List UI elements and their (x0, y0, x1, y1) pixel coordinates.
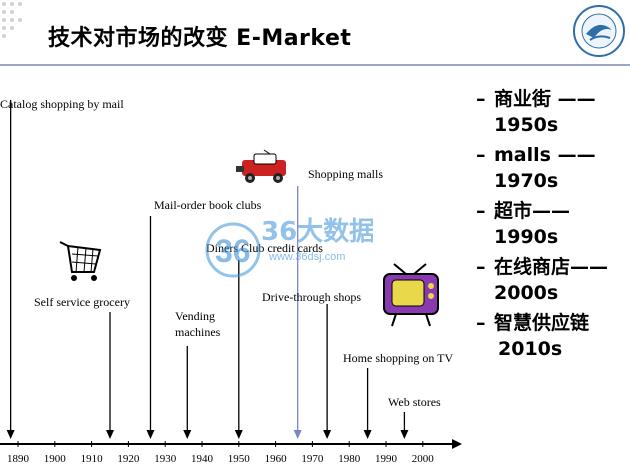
axis-tick-label: 1920 (117, 453, 140, 465)
event-label: Shopping malls (308, 167, 383, 181)
event-label: Home shopping on TV (343, 351, 453, 365)
event-label: Web stores (388, 395, 441, 409)
axis-arrowhead (452, 439, 462, 449)
event-label: Vending (175, 309, 215, 323)
bullet-dash: – (476, 144, 486, 166)
event-label: Mail-order book clubs (154, 198, 262, 212)
bullet-dash: – (476, 200, 486, 222)
event-arrowhead (6, 430, 15, 439)
title-divider (0, 64, 630, 66)
axis-tick-label: 1960 (265, 453, 288, 465)
event-arrowhead (400, 430, 409, 439)
shopping-cart-icon (59, 241, 102, 281)
era-decade: 1990s (494, 226, 559, 248)
axis-tick-label: 1900 (44, 453, 67, 465)
axis-tick-label: 1990 (375, 453, 398, 465)
event-label: Drive-through shops (262, 290, 361, 304)
axis-tick-label: 1890 (7, 453, 30, 465)
event-arrowhead (183, 430, 192, 439)
event-arrowhead (146, 430, 155, 439)
university-logo (573, 5, 625, 57)
era-list: – 商业街 —— 1950s – malls —— 1970s – 超市—— 1… (474, 86, 608, 362)
era-decade: 2000s (494, 282, 559, 304)
era-name: 超市—— (494, 200, 571, 222)
axis-tick-label: 1980 (338, 453, 361, 465)
bullet-dash: – (476, 256, 486, 278)
era-decade: 1950s (494, 114, 559, 136)
era-decade: 1970s (494, 170, 559, 192)
event-label: Diners Club credit cards (206, 241, 323, 255)
era-name: 智慧供应链 (494, 312, 590, 334)
era-item: – 商业街 —— 1950s (474, 86, 608, 138)
timeline-chart: Catalog shopping by mail Self service gro… (0, 97, 462, 465)
era-item: – malls —— 1970s (474, 142, 608, 194)
event-arrowhead (234, 430, 243, 439)
car-icon (236, 149, 286, 183)
event-arrowhead (106, 430, 114, 439)
axis-tick-label: 1950 (228, 453, 251, 465)
event-arrowhead (293, 430, 302, 439)
era-name: malls —— (494, 144, 596, 166)
era-item: – 智慧供应链 2010s (474, 310, 608, 362)
era-decade: 2010s (498, 338, 563, 360)
era-item: – 在线商店—— 2000s (474, 254, 608, 306)
era-name: 在线商店—— (494, 256, 609, 278)
slide-title: 技术对市场的改变 E-Market (48, 26, 352, 51)
television-icon (383, 263, 439, 327)
axis-tick-label: 2000 (412, 453, 435, 465)
corner-decoration (2, 2, 22, 38)
era-name: 商业街 —— (494, 88, 596, 110)
event-label: Self service grocery (34, 295, 130, 309)
bullet-dash: – (476, 312, 486, 334)
era-item: – 超市—— 1990s (474, 198, 608, 250)
event-arrowhead (323, 430, 332, 439)
axis-tick-label: 1910 (81, 453, 104, 465)
event-label: Catalog shopping by mail (0, 97, 124, 111)
axis-tick-label: 1940 (191, 453, 214, 465)
axis-tick-label: 1930 (154, 453, 177, 465)
event-arrowhead (363, 430, 372, 439)
bullet-dash: – (476, 88, 486, 110)
axis-tick-label: 1970 (301, 453, 324, 465)
event-label-line2: machines (175, 325, 221, 339)
